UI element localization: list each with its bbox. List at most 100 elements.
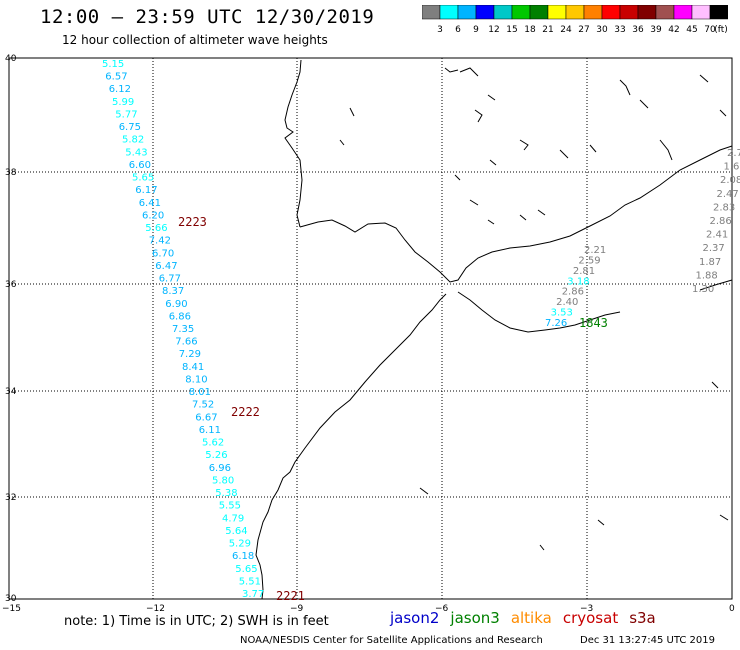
swh-value: 2.81 bbox=[573, 266, 595, 277]
swh-value: 6.67 bbox=[195, 412, 217, 423]
scale-swatch bbox=[565, 5, 585, 20]
satellite-altika: altika bbox=[510, 609, 552, 627]
scale-swatch bbox=[655, 5, 675, 20]
scale-swatch bbox=[673, 5, 693, 20]
med-track: 2.212.592.813.182.862.403.537.26 bbox=[545, 245, 606, 329]
scale-swatch bbox=[457, 5, 477, 20]
swh-value: 2.7 bbox=[727, 148, 740, 159]
swh-value: 2.41 bbox=[706, 230, 728, 241]
swh-value: 5.38 bbox=[215, 488, 237, 499]
pass-label-2221: 2221 bbox=[276, 589, 305, 603]
swh-value: 6.11 bbox=[199, 425, 221, 436]
pass-label-2222: 2222 bbox=[231, 405, 260, 419]
scale-swatch bbox=[422, 5, 441, 20]
map-frame bbox=[8, 57, 733, 600]
satellite-s3a: s3a bbox=[629, 609, 656, 627]
swh-value: 6.90 bbox=[165, 299, 187, 310]
swh-value: 3.18 bbox=[567, 276, 589, 287]
swh-value: 7.52 bbox=[192, 400, 214, 411]
scale-label: 9 bbox=[473, 25, 479, 35]
swh-value: 5.66 bbox=[145, 223, 167, 234]
lon-label: −3 bbox=[580, 604, 593, 614]
swh-value: 2.59 bbox=[578, 255, 600, 266]
swh-value: 6.70 bbox=[152, 248, 174, 259]
swh-value: 1.88 bbox=[696, 270, 718, 281]
swh-value: 2.08 bbox=[720, 175, 740, 186]
swh-value: 6.18 bbox=[232, 551, 254, 562]
pass-label-2223: 2223 bbox=[178, 215, 207, 229]
pass-label-1843: 1843 bbox=[579, 316, 608, 330]
main-track: 5.15 6.576.12 5.99 5.776.75 5.825.43 6.60 5.65… bbox=[102, 59, 264, 600]
swh-value: 5.55 bbox=[219, 501, 241, 512]
swh-value: 1.87 bbox=[699, 257, 721, 268]
scale-label: 45 bbox=[686, 25, 697, 35]
swh-value: 6.57 bbox=[105, 72, 127, 83]
swh-value: 5.51 bbox=[239, 576, 261, 587]
satellite-jason2: jason2 bbox=[390, 609, 440, 627]
scale-swatch bbox=[691, 5, 711, 20]
lon-label: −12 bbox=[146, 604, 165, 614]
credit: NOAA/NESDIS Center for Satellite Applica… bbox=[240, 635, 543, 646]
lat-label: 32 bbox=[5, 493, 16, 503]
swh-value: 2.21 bbox=[584, 245, 606, 256]
swh-value: 8.41 bbox=[182, 362, 204, 373]
swh-value: 8.10 bbox=[185, 375, 207, 386]
page-subtitle: 12 hour collection of altimeter wave hei… bbox=[62, 33, 328, 47]
swh-value: 1.6 bbox=[724, 162, 740, 173]
scale-swatch bbox=[511, 5, 531, 20]
scale-swatch bbox=[529, 5, 549, 20]
scale-swatch bbox=[475, 5, 495, 20]
scale-label: (ft) bbox=[714, 25, 728, 35]
swh-value: 5.77 bbox=[115, 110, 137, 121]
lon-labels: −15 −12 −9 −6 −3 0 bbox=[2, 604, 735, 614]
swh-value: 6.47 bbox=[155, 261, 177, 272]
swh-value: 5.15 bbox=[102, 59, 124, 70]
swh-value: 5.26 bbox=[205, 450, 227, 461]
swh-value: 7.29 bbox=[179, 349, 201, 360]
lat-label: 36 bbox=[5, 280, 17, 290]
swh-value: 6.17 bbox=[135, 185, 157, 196]
scale-label: 21 bbox=[542, 25, 553, 35]
scale-label: 70 bbox=[704, 25, 716, 35]
scale-swatch bbox=[709, 5, 728, 20]
satellite-cryosat: cryosat bbox=[562, 609, 619, 627]
color-scale-legend: 3 6 9 12 15 18 21 24 27 30 33 36 39 42 45 70(ft) bbox=[422, 5, 728, 35]
swh-value: 7.35 bbox=[172, 324, 194, 335]
swh-value: 8.37 bbox=[162, 286, 184, 297]
lon-label: −15 bbox=[2, 604, 21, 614]
scale-label: 42 bbox=[668, 25, 679, 35]
scale-label: 30 bbox=[596, 25, 608, 35]
scale-label: 6 bbox=[455, 25, 461, 35]
graticule bbox=[9, 58, 732, 599]
lat-label: 40 bbox=[5, 54, 17, 64]
swh-value: 5.65 bbox=[132, 173, 154, 184]
satellite-jason3: jason3 bbox=[450, 609, 500, 627]
swh-value: 2.86 bbox=[562, 287, 584, 298]
swh-value: 6.12 bbox=[109, 84, 131, 95]
lat-labels: 40 38 36 34 32 30 bbox=[5, 54, 17, 604]
swh-value: 6.60 bbox=[129, 160, 151, 171]
swh-value: 6.77 bbox=[159, 274, 181, 285]
swh-value: 5.29 bbox=[229, 539, 251, 550]
right-track: 2.7 1.6 2.08 2.47 2.83 2.86 2.41 2.37 1.87 1.88 1.… bbox=[692, 148, 740, 295]
swh-value: 6.20 bbox=[142, 210, 164, 221]
lat-label: 30 bbox=[5, 594, 17, 604]
lon-label: −6 bbox=[435, 604, 449, 614]
scale-swatch bbox=[583, 5, 603, 20]
scale-label: 18 bbox=[524, 25, 536, 35]
satellite-legend: jason2 jason3 altika cryosat s3a bbox=[390, 609, 667, 627]
scale-label: 3 bbox=[437, 25, 443, 35]
timestamp: Dec 31 13:27:45 UTC 2019 bbox=[580, 635, 715, 646]
swh-value: 1.30 bbox=[692, 284, 714, 295]
swh-value: 5.99 bbox=[112, 97, 134, 108]
swh-value: 7.26 bbox=[545, 318, 567, 329]
swh-value: 5.64 bbox=[225, 526, 247, 537]
scale-swatch bbox=[547, 5, 567, 20]
swh-value: 6.86 bbox=[169, 311, 191, 322]
swh-value: 2.83 bbox=[713, 202, 735, 213]
scale-swatch bbox=[619, 5, 639, 20]
swh-value: 7.66 bbox=[175, 337, 197, 348]
swh-value: 6.41 bbox=[139, 198, 161, 209]
lat-label: 34 bbox=[5, 387, 17, 397]
